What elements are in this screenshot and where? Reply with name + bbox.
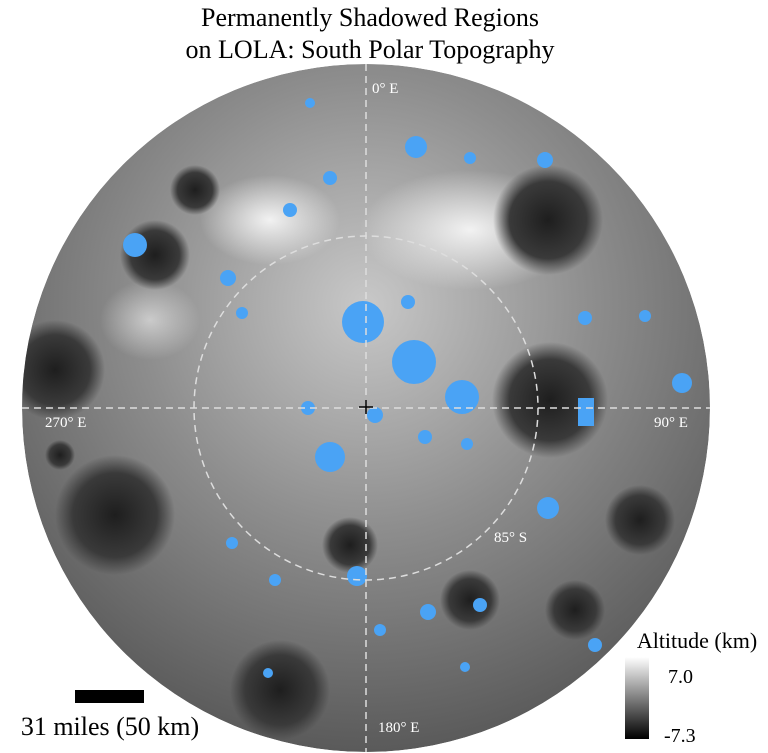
title-line-2: on LOLA: South Polar Topography <box>186 35 555 64</box>
shadowed-regions <box>123 98 692 678</box>
scale-bar-label: 31 miles (50 km) <box>21 712 199 741</box>
longitude-label: 90° E <box>654 415 688 431</box>
colorbar-min-label: -7.3 <box>664 725 696 747</box>
longitude-label: 270° E <box>45 415 86 431</box>
title-line-1: Permanently Shadowed Regions <box>201 3 539 32</box>
longitude-label: 0° E <box>372 81 398 97</box>
legend-title: Altitude (km) <box>637 628 757 653</box>
map-disk <box>22 64 710 752</box>
pole-marker <box>359 400 373 414</box>
colorbar <box>625 657 649 739</box>
longitude-label: 180° E <box>378 720 419 736</box>
colorbar-max-label: 7.0 <box>668 666 693 688</box>
scale-bar <box>75 690 144 703</box>
graticule <box>22 64 710 752</box>
latitude-label: 85° S <box>494 530 527 546</box>
